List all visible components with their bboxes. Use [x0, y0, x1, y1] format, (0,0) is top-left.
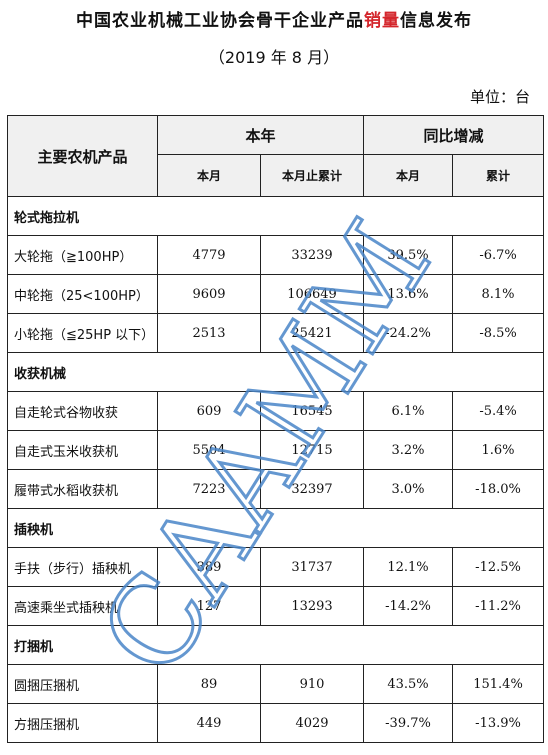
- category-row: 打捆机: [6, 625, 545, 665]
- cumulative-value: 32397: [259, 469, 365, 509]
- product-name: 手扶（步行）插秧机: [7, 547, 158, 587]
- yoy-month-value: 3.0%: [363, 469, 454, 509]
- yoy-cumulative-value: 1.6%: [452, 430, 545, 470]
- month-value: 4779: [157, 235, 261, 275]
- yoy-month-value: 13.6%: [363, 274, 454, 314]
- title-prefix: 中国农业机械工业协会骨干企业产品: [76, 11, 364, 31]
- page-subtitle: （2019 年 8 月）: [208, 48, 340, 67]
- category-row: 轮式拖拉机: [6, 196, 545, 236]
- page-title: 中国农业机械工业协会骨干企业产品销量信息发布: [0, 6, 548, 31]
- month-value: 127: [157, 586, 261, 626]
- month-value: 609: [157, 391, 261, 431]
- yoy-cumulative-value: 151.4%: [452, 664, 545, 704]
- cumulative-value: 25421: [259, 313, 365, 353]
- cumulative-value: 33239: [259, 235, 365, 275]
- yoy-month-value: -24.2%: [363, 313, 454, 353]
- cumulative-value: 106649: [259, 274, 365, 314]
- table-row: 大轮拖（≧100HP） 4779 33239 39.5% -6.7%: [7, 235, 545, 275]
- month-value: 9609: [157, 274, 261, 314]
- yoy-cumulative-value: -13.9%: [452, 703, 545, 743]
- table-row: 高速乘坐式插秧机 127 13293 -14.2% -11.2%: [7, 586, 545, 626]
- header-product: 主要农机产品: [7, 115, 158, 197]
- table-row: 圆捆压捆机 89 910 43.5% 151.4%: [7, 664, 545, 704]
- product-name: 中轮拖（25<100HP）: [7, 274, 158, 314]
- category-row: 收获机械: [6, 352, 545, 392]
- cumulative-value: 4029: [259, 703, 365, 743]
- product-name: 履带式水稻收获机: [7, 469, 158, 509]
- yoy-cumulative-value: 8.1%: [452, 274, 545, 314]
- header-yoy: 同比增减: [363, 115, 545, 155]
- sales-table: 主要农机产品 本年 同比增减 本月 本月止累计 本月 累计 轮式拖拉机 大轮拖（…: [6, 115, 545, 743]
- table-row: 手扶（步行）插秧机 389 31737 12.1% -12.5%: [7, 547, 545, 587]
- month-value: 2513: [157, 313, 261, 353]
- table-row: 自走式玉米收获机 5504 12715 3.2% 1.6%: [7, 430, 545, 470]
- product-name: 自走式玉米收获机: [7, 430, 158, 470]
- month-value: 89: [157, 664, 261, 704]
- yoy-month-value: 12.1%: [363, 547, 454, 587]
- product-name: 小轮拖（≦25HP 以下）: [7, 313, 158, 353]
- product-name: 圆捆压捆机: [7, 664, 158, 704]
- header-yoy-month: 本月: [363, 154, 454, 197]
- cumulative-value: 910: [259, 664, 365, 704]
- yoy-cumulative-value: -6.7%: [452, 235, 545, 275]
- table-row: 自走轮式谷物收获 609 16545 6.1% -5.4%: [7, 391, 545, 431]
- cumulative-value: 31737: [259, 547, 365, 587]
- yoy-month-value: -39.7%: [363, 703, 454, 743]
- yoy-cumulative-value: -12.5%: [452, 547, 545, 587]
- product-name: 自走轮式谷物收获: [7, 391, 158, 431]
- table-row: 方捆压捆机 449 4029 -39.7% -13.9%: [7, 703, 545, 743]
- month-value: 389: [157, 547, 261, 587]
- yoy-cumulative-value: -18.0%: [452, 469, 545, 509]
- yoy-cumulative-value: -8.5%: [452, 313, 545, 353]
- yoy-cumulative-value: -5.4%: [452, 391, 545, 431]
- cumulative-value: 12715: [259, 430, 365, 470]
- category-row: 插秧机: [6, 508, 545, 548]
- header-cumulative: 本月止累计: [259, 154, 365, 197]
- table-row: 履带式水稻收获机 7223 32397 3.0% -18.0%: [7, 469, 545, 509]
- yoy-cumulative-value: -11.2%: [452, 586, 545, 626]
- title-suffix: 信息发布: [400, 11, 472, 31]
- yoy-month-value: -14.2%: [363, 586, 454, 626]
- yoy-month-value: 3.2%: [363, 430, 454, 470]
- product-name: 高速乘坐式插秧机: [7, 586, 158, 626]
- product-name: 大轮拖（≧100HP）: [7, 235, 158, 275]
- product-name: 方捆压捆机: [7, 703, 158, 743]
- cumulative-value: 16545: [259, 391, 365, 431]
- yoy-month-value: 43.5%: [363, 664, 454, 704]
- yoy-month-value: 6.1%: [363, 391, 454, 431]
- month-value: 5504: [157, 430, 261, 470]
- unit-label: 单位：台: [469, 88, 530, 106]
- month-value: 449: [157, 703, 261, 743]
- header-month: 本月: [157, 154, 261, 197]
- table-row: 中轮拖（25<100HP） 9609 106649 13.6% 8.1%: [7, 274, 545, 314]
- month-value: 7223: [157, 469, 261, 509]
- header-current-year: 本年: [156, 115, 365, 155]
- cumulative-value: 13293: [259, 586, 365, 626]
- header-yoy-cumulative: 累计: [452, 154, 545, 197]
- title-highlight: 销量: [364, 11, 400, 31]
- table-row: 小轮拖（≦25HP 以下） 2513 25421 -24.2% -8.5%: [7, 313, 545, 353]
- yoy-month-value: 39.5%: [363, 235, 454, 275]
